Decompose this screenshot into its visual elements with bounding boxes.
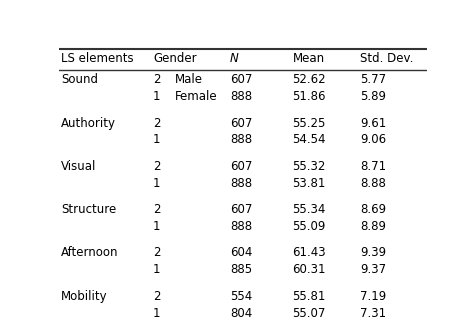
Text: 2: 2	[153, 160, 160, 173]
Text: 7.31: 7.31	[360, 307, 387, 319]
Text: 607: 607	[230, 73, 253, 86]
Text: Gender: Gender	[153, 52, 197, 65]
Text: 55.09: 55.09	[292, 220, 326, 233]
Text: 5.77: 5.77	[360, 73, 387, 86]
Text: 888: 888	[230, 133, 252, 147]
Text: 888: 888	[230, 177, 252, 190]
Text: 54.54: 54.54	[292, 133, 326, 147]
Text: 2: 2	[153, 73, 160, 86]
Text: 1: 1	[153, 177, 160, 190]
Text: 1: 1	[153, 263, 160, 276]
Text: Male: Male	[175, 73, 203, 86]
Text: 2: 2	[153, 246, 160, 259]
Text: 2: 2	[153, 117, 160, 130]
Text: Visual: Visual	[61, 160, 97, 173]
Text: 5.89: 5.89	[360, 90, 386, 103]
Text: 8.69: 8.69	[360, 203, 387, 216]
Text: 52.62: 52.62	[292, 73, 326, 86]
Text: 1: 1	[153, 307, 160, 319]
Text: Sound: Sound	[61, 73, 98, 86]
Text: Authority: Authority	[61, 117, 116, 130]
Text: 55.32: 55.32	[292, 160, 326, 173]
Text: N: N	[230, 52, 239, 65]
Text: Mobility: Mobility	[61, 290, 108, 303]
Text: 7.19: 7.19	[360, 290, 387, 303]
Text: 1: 1	[153, 220, 160, 233]
Text: Afternoon: Afternoon	[61, 246, 118, 259]
Text: Std. Dev.: Std. Dev.	[360, 52, 414, 65]
Text: 8.88: 8.88	[360, 177, 386, 190]
Text: 888: 888	[230, 90, 252, 103]
Text: 55.25: 55.25	[292, 117, 326, 130]
Text: Structure: Structure	[61, 203, 116, 216]
Text: 885: 885	[230, 263, 252, 276]
Text: 9.06: 9.06	[360, 133, 387, 147]
Text: 61.43: 61.43	[292, 246, 326, 259]
Text: 60.31: 60.31	[292, 263, 326, 276]
Text: 607: 607	[230, 160, 253, 173]
Text: 804: 804	[230, 307, 252, 319]
Text: 9.39: 9.39	[360, 246, 387, 259]
Text: 607: 607	[230, 203, 253, 216]
Text: 2: 2	[153, 203, 160, 216]
Text: 554: 554	[230, 290, 252, 303]
Text: Female: Female	[175, 90, 218, 103]
Text: 51.86: 51.86	[292, 90, 326, 103]
Text: 604: 604	[230, 246, 253, 259]
Text: 55.81: 55.81	[292, 290, 326, 303]
Text: 55.07: 55.07	[292, 307, 326, 319]
Text: 607: 607	[230, 117, 253, 130]
Text: Mean: Mean	[292, 52, 325, 65]
Text: 888: 888	[230, 220, 252, 233]
Text: LS elements: LS elements	[61, 52, 134, 65]
Text: 9.37: 9.37	[360, 263, 387, 276]
Text: 1: 1	[153, 133, 160, 147]
Text: 8.89: 8.89	[360, 220, 386, 233]
Text: 2: 2	[153, 290, 160, 303]
Text: 1: 1	[153, 90, 160, 103]
Text: 55.34: 55.34	[292, 203, 326, 216]
Text: 9.61: 9.61	[360, 117, 387, 130]
Text: 8.71: 8.71	[360, 160, 387, 173]
Text: 53.81: 53.81	[292, 177, 326, 190]
